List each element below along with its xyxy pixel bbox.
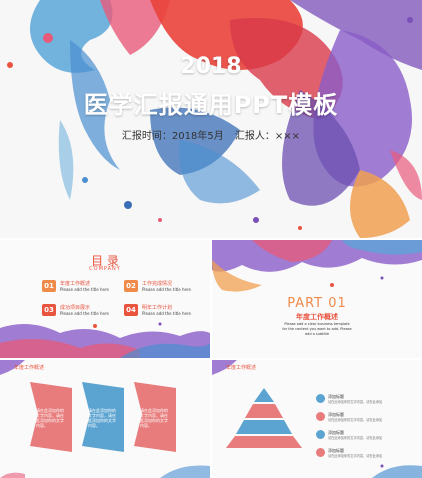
pyramid-bullet-icon [316, 394, 325, 403]
toc-item-label: 年度工作概述 [60, 281, 91, 287]
toc-item-01[interactable]: 01 年度工作概述 Please add the title here [42, 280, 132, 300]
chevron-card-3[interactable]: 请在此添加你的文字内容，请在此添加你的文字内容。 [134, 382, 176, 452]
pyramid-bullet-icon [316, 430, 325, 439]
part-slide[interactable]: PART 01 年度工作概述 Please add a clear busine… [212, 240, 422, 358]
part-number: PART 01 [287, 296, 347, 311]
toc-paint-splash [0, 322, 210, 358]
pyramid-item-label: 添加标题 [328, 448, 344, 453]
pyramid-item-label: 添加标题 [328, 430, 344, 435]
chevron-card-2[interactable]: 请在此添加你的文字内容，请在此添加你的文字内容。 [82, 382, 124, 452]
toc-item-desc: Please add the title here [142, 311, 191, 316]
pyramid-item-2[interactable]: 添加标题 请在此添加你的文字内容，请在此添加 [316, 412, 416, 426]
chevron-text: 请在此添加你的文字内容，请在此添加你的文字内容。 [36, 408, 64, 428]
part-title: 年度工作概述 [296, 313, 338, 321]
corner-splash [212, 360, 237, 375]
toc-num-badge: 03 [42, 304, 56, 316]
chevron-text: 请在此添加你的文字内容，请在此添加你的文字内容。 [88, 408, 116, 428]
section-heading: 年度工作概述 [14, 365, 45, 371]
pyramid-item-label: 添加标题 [328, 412, 344, 417]
pyramid-item-desc: 请在此添加你的文字内容，请在此添加 [328, 400, 383, 404]
chevron-shape [82, 382, 124, 452]
toc-item-label: 明年工作计划 [142, 305, 173, 311]
pyramid-item-desc: 请在此添加你的文字内容，请在此添加 [328, 418, 383, 422]
pyramid-item-desc: 请在此添加你的文字内容，请在此添加 [328, 436, 383, 440]
pyramid-item-4[interactable]: 添加标题 请在此添加你的文字内容，请在此添加 [316, 448, 416, 462]
pyramid-bullet-icon [316, 448, 325, 457]
chevron-bottom-splash [0, 465, 210, 478]
cover-meta: 汇报时间：2018年5月 汇报人：××× [0, 127, 422, 142]
toc-title: 目 录 [91, 254, 119, 268]
corner-splash [0, 360, 25, 375]
part-paint-splash [212, 240, 422, 292]
pyramid-bullet-icon [316, 412, 325, 421]
chevron-slide[interactable]: 年度工作概述 请在此添加你的文字内容，请在此添加你的文字内容。 请在此添加你的文… [0, 360, 210, 478]
pyramid-item-3[interactable]: 添加标题 请在此添加你的文字内容，请在此添加 [316, 430, 416, 444]
toc-item-04[interactable]: 04 明年工作计划 Please add the title here [124, 304, 210, 324]
chevron-shape [30, 382, 72, 452]
toc-item-03[interactable]: 03 成功项目展示 Please add the title here [42, 304, 132, 324]
toc-item-desc: Please add the title here [60, 287, 109, 292]
cover-slide[interactable]: 2018 医学汇报通用PPT模板 汇报时间：2018年5月 汇报人：××× [0, 0, 422, 238]
pyramid-slide[interactable]: 年度工作概述 添加标题 请在此添加你的文字内容，请在此添加 添加标题 请在此添加… [212, 360, 422, 478]
pyramid-item-1[interactable]: 添加标题 请在此添加你的文字内容，请在此添加 [316, 394, 416, 408]
toc-item-desc: Please add the title here [60, 311, 109, 316]
cover-title: 医学汇报通用PPT模板 [83, 91, 339, 119]
toc-num-badge: 01 [42, 280, 56, 292]
cover-paint-splash [7, 0, 422, 238]
pyramid-bottom-splash [372, 464, 422, 478]
toc-slide[interactable]: 目 录 COMPANY 01 年度工作概述 Please add the tit… [0, 240, 210, 358]
report-time-label: 汇报时间：2018年5月 [121, 131, 224, 142]
pyramid-item-label: 添加标题 [328, 394, 344, 399]
toc-item-label: 成功项目展示 [60, 305, 91, 311]
toc-item-02[interactable]: 02 工作完成情况 Please add the title here [124, 280, 210, 300]
chevron-card-1[interactable]: 请在此添加你的文字内容，请在此添加你的文字内容。 [30, 382, 72, 452]
toc-num-badge: 04 [124, 304, 138, 316]
toc-item-label: 工作完成情况 [142, 281, 173, 287]
cover-year: 2018 [180, 54, 242, 79]
chevron-text: 请在此添加你的文字内容，请在此添加你的文字内容。 [140, 408, 168, 428]
toc-item-desc: Please add the title here [142, 287, 191, 292]
part-desc: Please add a clear business template for… [282, 322, 352, 336]
toc-num-badge: 02 [124, 280, 138, 292]
pyramid-item-desc: 请在此添加你的文字内容，请在此添加 [328, 454, 383, 458]
section-heading: 年度工作概述 [226, 365, 257, 371]
toc-subtitle: COMPANY [89, 266, 121, 272]
pyramid-chart [226, 388, 302, 448]
chevron-shape [134, 382, 176, 452]
reporter-label: 汇报人：××× [234, 131, 301, 142]
